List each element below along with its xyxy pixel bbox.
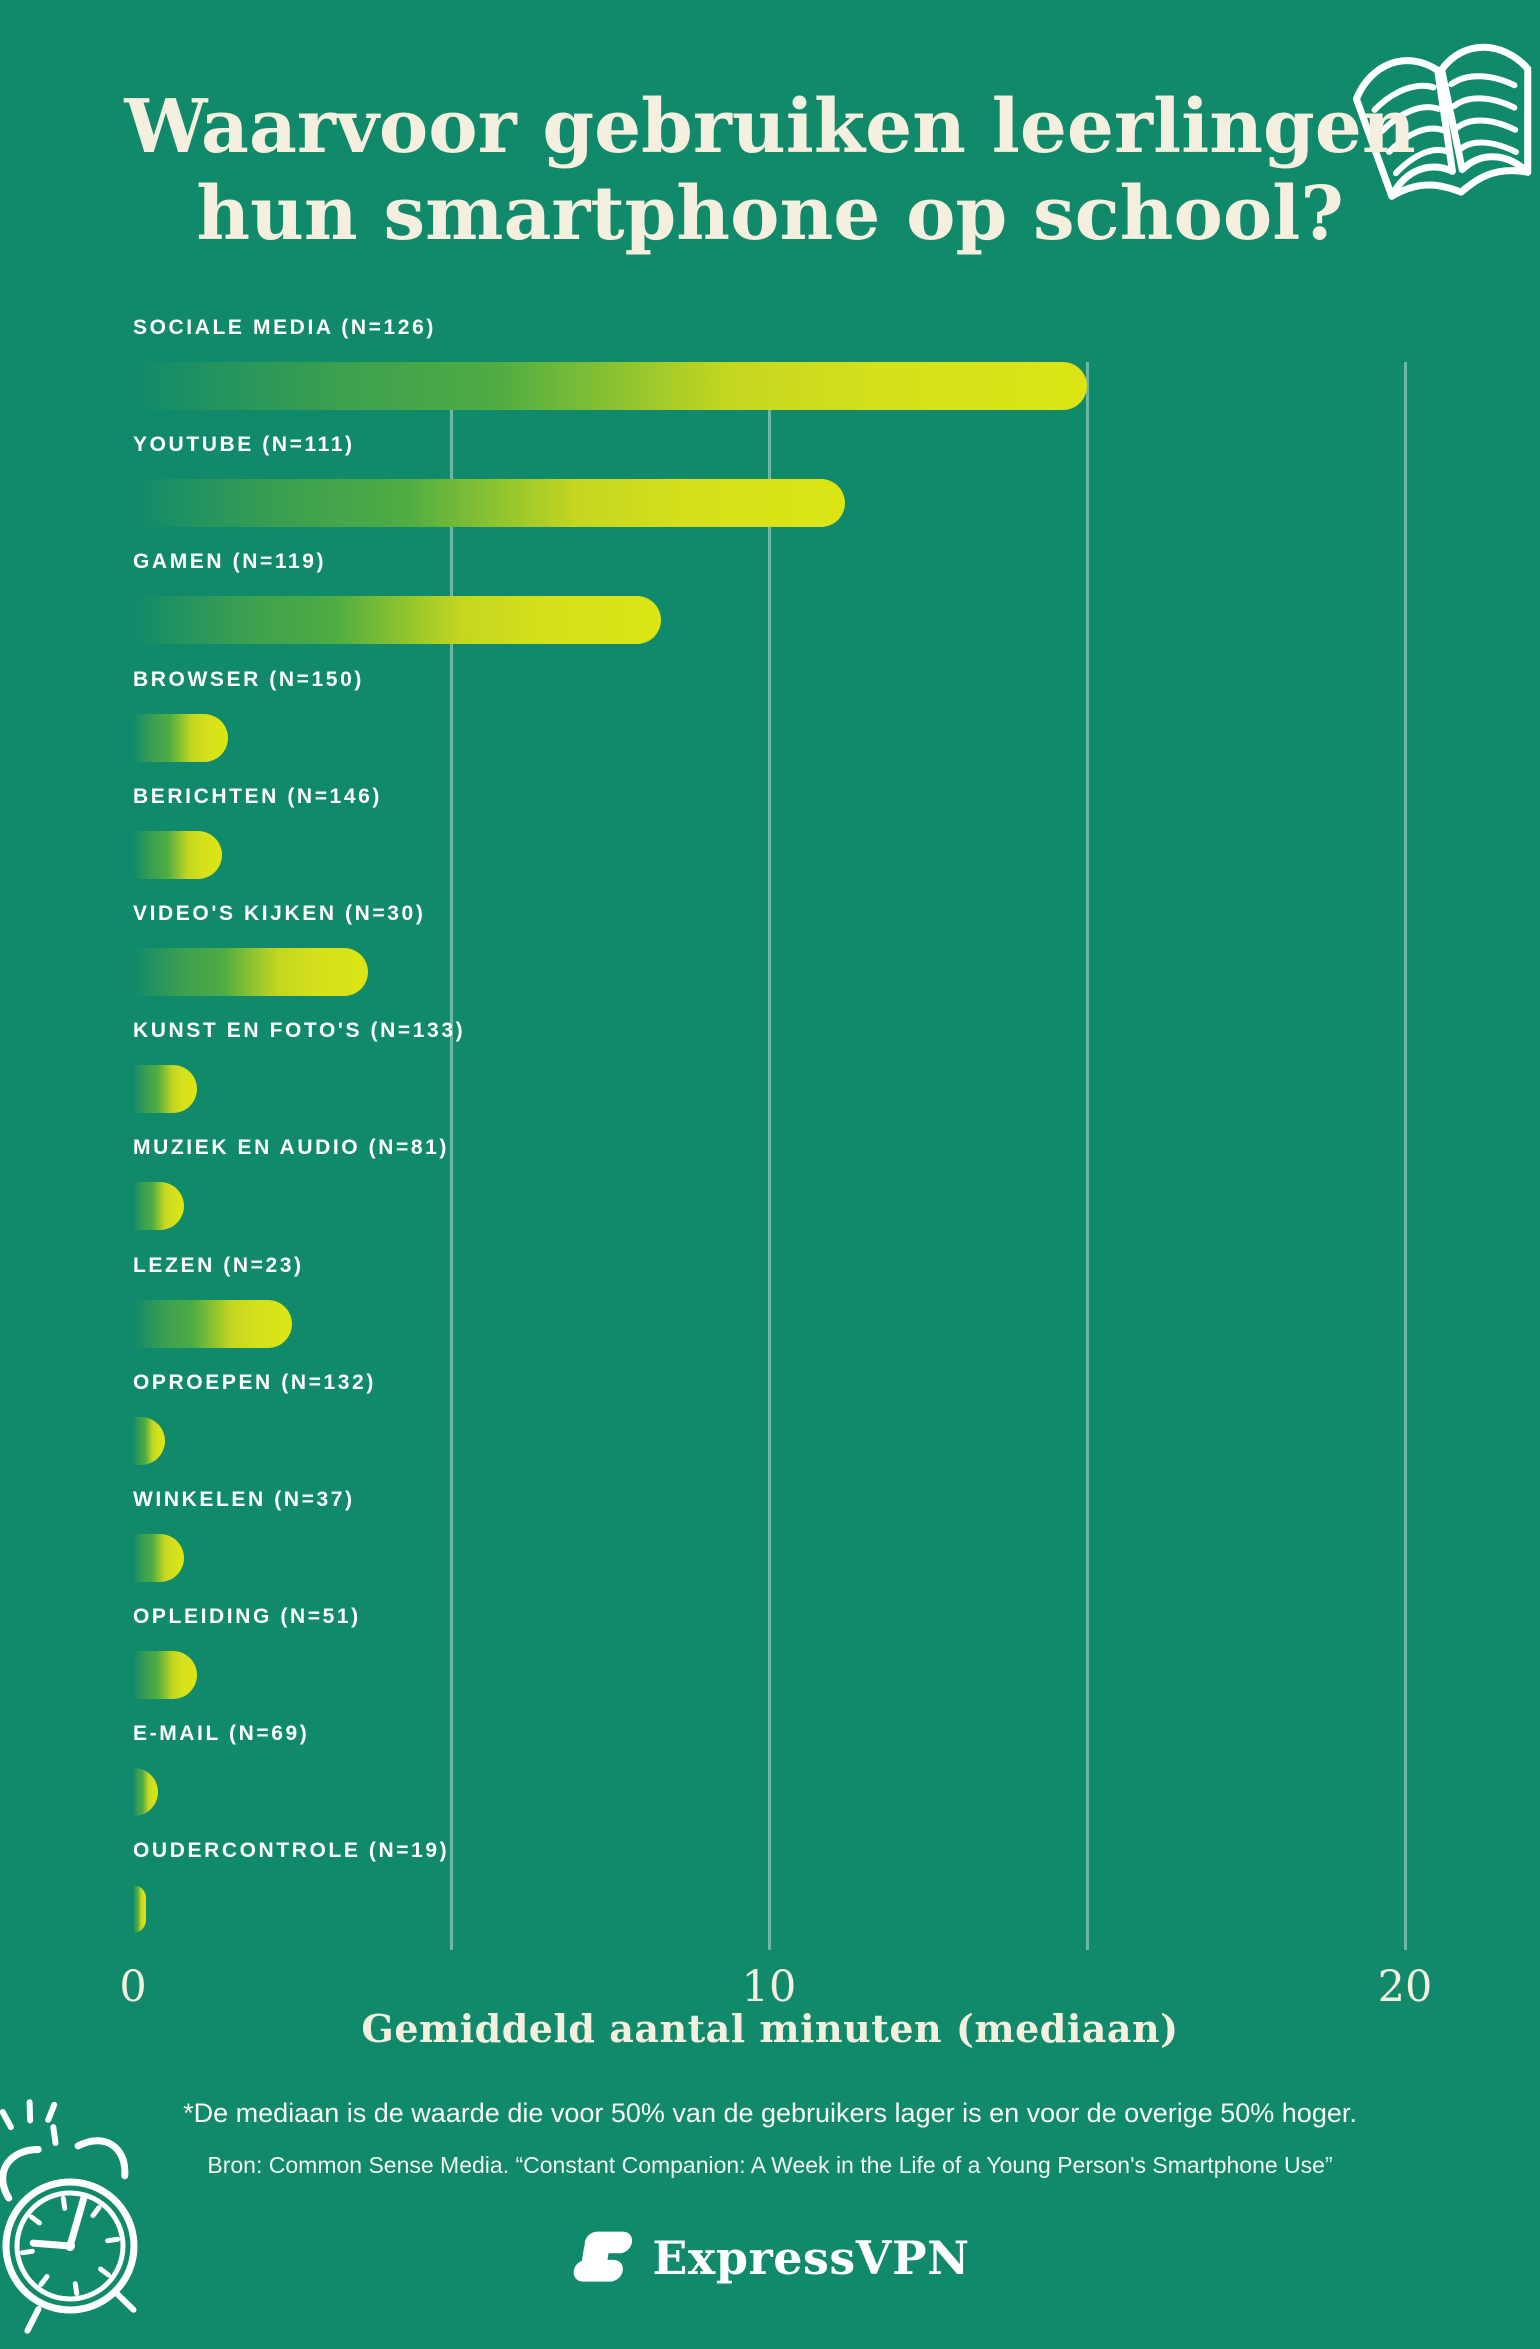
category-label: E-MAIL (N=69) (133, 1722, 310, 1746)
chart-row: VIDEO'S KIJKEN (N=30) (133, 902, 1405, 1019)
bar (133, 1768, 159, 1817)
category-label: KUNST EN FOTO'S (N=133) (133, 1019, 466, 1043)
category-label: YOUTUBE (N=111) (133, 433, 355, 457)
chart-row: KUNST EN FOTO'S (N=133) (133, 1019, 1405, 1136)
x-tick-label: 20 (1377, 1962, 1433, 2012)
category-label: OPLEIDING (N=51) (133, 1605, 361, 1629)
alarm-clock-icon (0, 2099, 138, 2334)
page-title-line-2: hun smartphone op school? (196, 171, 1344, 258)
chart-row: OPLEIDING (N=51) (133, 1605, 1405, 1722)
expressvpn-logo: ExpressVPN (0, 2228, 1540, 2288)
chart-row: WINKELEN (N=37) (133, 1488, 1405, 1605)
chart-row: E-MAIL (N=69) (133, 1722, 1405, 1839)
bar (133, 596, 661, 645)
expressvpn-wordmark: ExpressVPN (652, 2231, 970, 2285)
bar (133, 947, 369, 996)
bar (133, 713, 229, 762)
expressvpn-logo-icon (573, 2231, 633, 2282)
bar (133, 1182, 184, 1231)
source-line: Bron: Common Sense Media. “Constant Comp… (207, 2152, 1333, 2178)
bar (133, 1885, 146, 1934)
page-title-line-1: Waarvoor gebruiken leerlingen (124, 84, 1416, 170)
chart-row: OPROEPEN (N=132) (133, 1371, 1405, 1488)
bar (133, 1416, 165, 1465)
bar (133, 362, 1087, 410)
bar (133, 1533, 184, 1582)
category-label: VIDEO'S KIJKEN (N=30) (133, 901, 426, 925)
x-axis-ticks: 0 10 20 (119, 1962, 1432, 2018)
category-label: GAMEN (N=119) (133, 550, 327, 574)
category-label: OPROEPEN (N=132) (133, 1370, 376, 1394)
category-label: SOCIALE MEDIA (N=126) (133, 316, 436, 339)
footnote: *De mediaan is de waarde die voor 50% va… (183, 2098, 1357, 2128)
x-axis-title: Gemiddeld aantal minuten (mediaan) (361, 2006, 1179, 2051)
chart-row: BROWSER (N=150) (133, 668, 1405, 785)
category-label: WINKELEN (N=37) (133, 1487, 355, 1511)
gridlines (133, 362, 1407, 1950)
chart-row: LEZEN (N=23) (133, 1254, 1405, 1371)
category-label: MUZIEK EN AUDIO (N=81) (133, 1136, 450, 1160)
x-tick-label: 0 (119, 1962, 147, 2012)
bar (133, 1651, 197, 1700)
chart-row: MUZIEK EN AUDIO (N=81) (133, 1136, 1405, 1253)
x-tick-label: 10 (741, 1962, 797, 2012)
bar (133, 1065, 197, 1114)
gridline (1085, 362, 1089, 1950)
gridline (449, 362, 453, 1950)
gridline (767, 362, 771, 1950)
category-label: BROWSER (N=150) (133, 667, 364, 691)
category-label: LEZEN (N=23) (133, 1253, 304, 1277)
category-label: BERICHTEN (N=146) (133, 784, 382, 808)
chart-row: YOUTUBE (N=111) (133, 433, 1405, 550)
bar (133, 830, 223, 879)
chart-row: SOCIALE MEDIA (N=126) (133, 316, 1405, 433)
bar (133, 1299, 292, 1348)
open-book-icon (1352, 43, 1532, 200)
chart-row: GAMEN (N=119) (133, 550, 1405, 667)
chart-row: BERICHTEN (N=146) (133, 785, 1405, 902)
bar-rows: SOCIALE MEDIA (N=126) YOUTUBE (N=111) GA… (133, 316, 1405, 1957)
page-title: Waarvoor gebruiken leerlingen hun smartp… (0, 84, 1540, 259)
category-label: OUDERCONTROLE (N=19) (133, 1839, 450, 1863)
bar (133, 479, 846, 528)
gridline (1403, 362, 1407, 1950)
chart-row: OUDERCONTROLE (N=19) (133, 1839, 1405, 1956)
